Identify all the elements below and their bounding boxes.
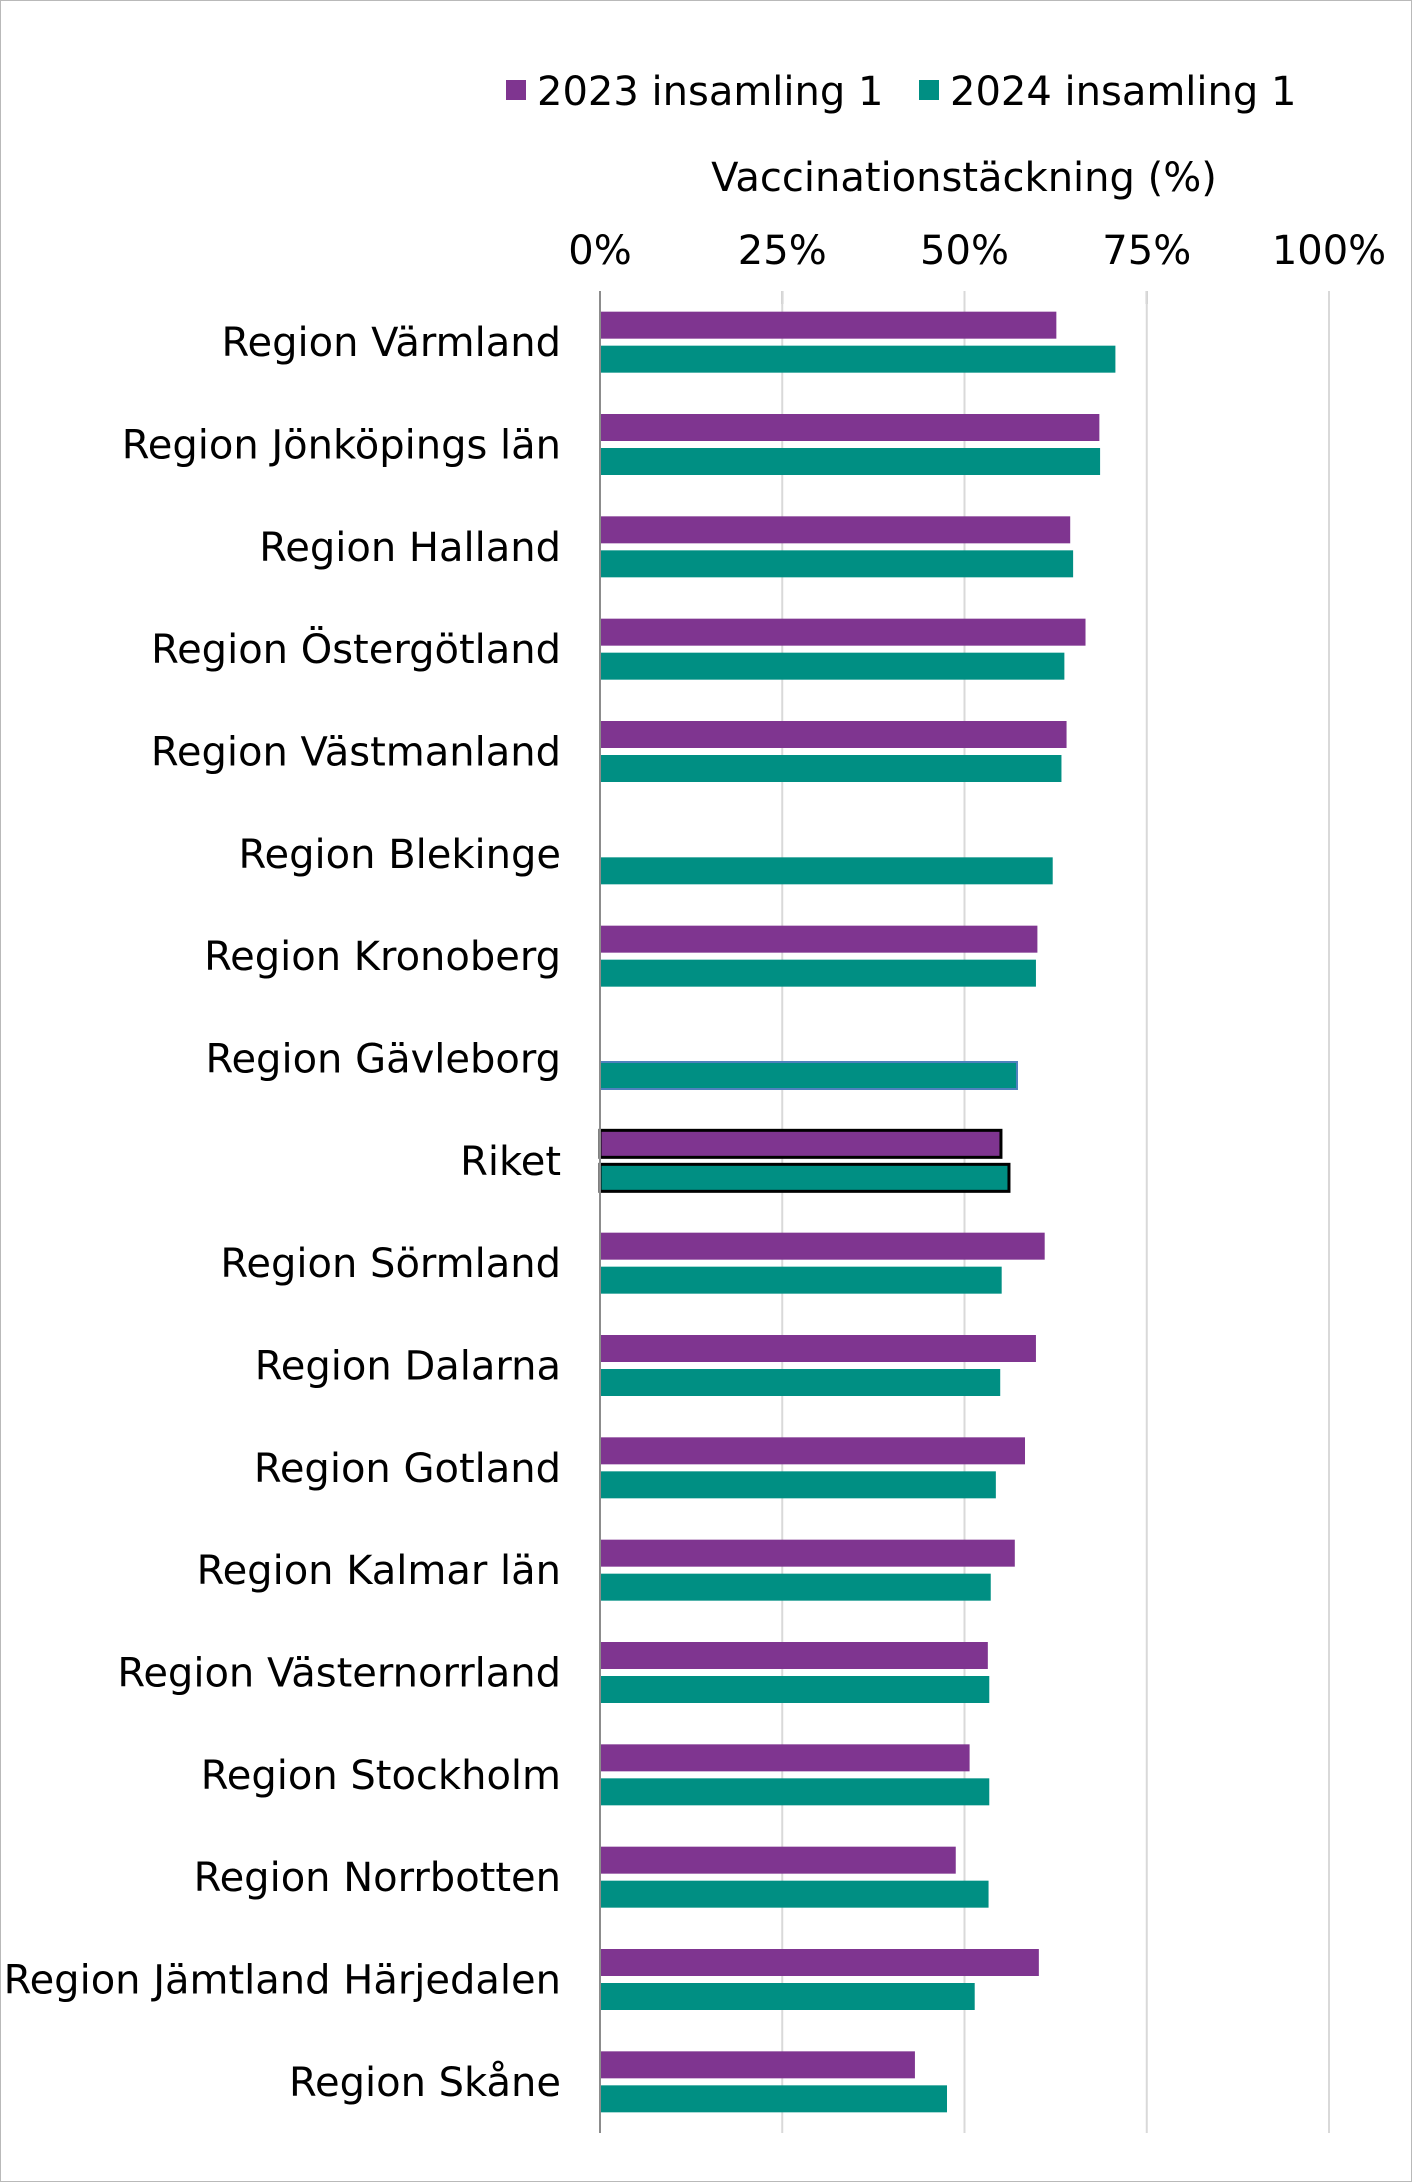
bar-2023 [600, 2051, 915, 2079]
legend-swatch-2024 [919, 80, 939, 100]
legend-swatch-2023 [506, 80, 526, 100]
bar-2023 [600, 1335, 1036, 1362]
bar-2024 [600, 1573, 991, 1601]
category-label: Region Sörmland [220, 1241, 561, 1287]
category-label: Region Jönköpings län [122, 423, 561, 469]
bar-2023 [600, 1539, 1015, 1567]
bar-2023 [600, 618, 1086, 646]
bar-2023 [600, 516, 1071, 544]
category-label: Region Gävleborg [205, 1037, 561, 1083]
category-label: Region Östergötland [151, 625, 561, 673]
tick-label: 75% [1102, 228, 1191, 274]
bar-2024 [600, 550, 1074, 578]
bar-2024 [600, 652, 1065, 680]
category-label: Region Dalarna [255, 1344, 561, 1390]
gridlines [781, 291, 1330, 2133]
bar-2023 [600, 721, 1067, 748]
tick-label: 50% [920, 228, 1009, 274]
category-label: Region Kronoberg [204, 934, 561, 980]
category-labels: Region Värmland Region Jönköpings län Regi… [4, 320, 561, 2106]
bar-2024 [600, 1676, 990, 1703]
bar-2024 [600, 755, 1062, 782]
bar-2023 [600, 1846, 956, 1874]
category-label: Region Värmland [222, 320, 562, 366]
bar-2023 [600, 1232, 1045, 1260]
bar-2023 [600, 1949, 1039, 1976]
x-axis-ticks: 0% 25% 50% 75% 100% [568, 228, 1386, 304]
bar-2024 [600, 345, 1116, 373]
bar-2024 [600, 2085, 948, 2113]
legend-label-2024: 2024 insamling 1 [950, 69, 1296, 115]
bar-2023 [600, 311, 1057, 339]
category-label: Region Västernorrland [117, 1651, 561, 1697]
tick-label: 100% [1272, 228, 1386, 274]
tick-label: 25% [738, 228, 827, 274]
legend: 2023 insamling 1 2024 insamling 1 [506, 69, 1296, 115]
bars [598, 311, 1116, 2113]
bar-2024 [598, 1162, 1011, 1193]
category-label: Region Kalmar län [197, 1548, 561, 1594]
bar-2024 [600, 1369, 1001, 1396]
bar-2023 [600, 1437, 1026, 1465]
category-label: Region Stockholm [201, 1753, 561, 1799]
bar-2024 [600, 1983, 975, 2010]
bar-2023 [598, 1128, 1003, 1159]
category-label: Region Blekinge [239, 832, 561, 878]
category-label: Region Skåne [289, 2060, 561, 2106]
bar-2024 [600, 1778, 990, 1806]
category-label: Region Gotland [254, 1446, 561, 1492]
bar-2024 [600, 448, 1101, 475]
axis-title: Vaccinationstäckning (%) [711, 155, 1217, 201]
bar-2023 [600, 925, 1038, 953]
bar-2024 [600, 857, 1053, 885]
bar-2024 [600, 1880, 989, 1908]
category-label: Region Norrbotten [194, 1855, 561, 1901]
tick-label: 0% [568, 228, 631, 274]
category-label: Region Jämtland Härjedalen [4, 1958, 561, 2004]
bar-2023 [600, 414, 1100, 441]
bar-2023 [600, 1642, 988, 1669]
category-label: Riket [460, 1139, 561, 1185]
legend-label-2023: 2023 insamling 1 [537, 69, 883, 115]
bar-2024 [600, 1266, 1002, 1294]
category-label: Region Halland [259, 525, 561, 571]
bar-2023 [600, 1744, 970, 1772]
bar-2024 [600, 1471, 996, 1499]
bar-2024 [599, 1061, 1018, 1090]
category-label: Region Västmanland [151, 730, 561, 776]
bar-2024 [600, 959, 1036, 987]
